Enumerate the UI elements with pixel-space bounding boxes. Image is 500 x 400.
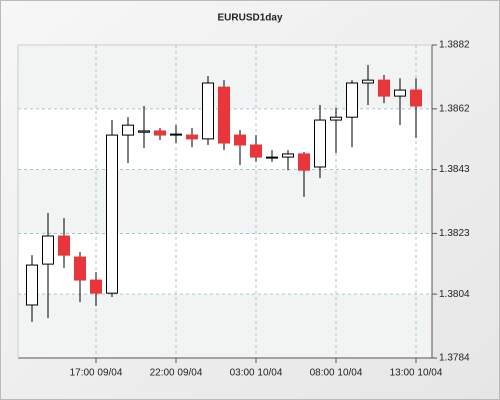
candle-body xyxy=(394,89,406,97)
y-tick-label: 1.3804 xyxy=(439,289,470,300)
y-tick-label: 1.3784 xyxy=(439,353,470,364)
candle-body xyxy=(314,119,326,168)
candle-body xyxy=(90,279,102,294)
candle-body xyxy=(154,130,166,136)
chart-title: EURUSD1day xyxy=(217,13,282,24)
candle-body xyxy=(58,235,70,256)
candle-body xyxy=(362,79,374,84)
x-tick-label: 17:00 09/04 xyxy=(70,368,123,379)
candle-body xyxy=(74,256,86,281)
y-tick-label: 1.3882 xyxy=(439,40,470,51)
plot-band xyxy=(18,294,432,358)
candle-body xyxy=(26,264,38,306)
y-tick-label: 1.3843 xyxy=(439,164,470,175)
candle-body xyxy=(282,153,294,158)
candle-body xyxy=(218,86,230,144)
candle-body xyxy=(42,235,54,265)
candle-body xyxy=(234,134,246,146)
y-tick-label: 1.3862 xyxy=(439,104,470,115)
candle-body xyxy=(330,116,342,121)
candle-body xyxy=(410,89,422,107)
candle-body xyxy=(346,82,358,118)
candle-body xyxy=(378,79,390,97)
y-tick-label: 1.3823 xyxy=(439,228,470,239)
x-tick-label: 22:00 09/04 xyxy=(150,368,203,379)
x-tick-label: 03:00 10/04 xyxy=(230,368,283,379)
candle-body xyxy=(266,156,278,159)
candle-body xyxy=(138,130,150,133)
x-tick-label: 08:00 10/04 xyxy=(310,368,363,379)
candle-body xyxy=(298,153,310,171)
candle-body xyxy=(202,82,214,140)
candle-body xyxy=(122,124,134,136)
candle-body xyxy=(186,134,198,140)
x-tick-label: 13:00 10/04 xyxy=(390,368,443,379)
candle-body xyxy=(106,134,118,294)
candle-body xyxy=(250,144,262,158)
plot-band xyxy=(18,169,432,234)
candle-body xyxy=(170,133,182,136)
